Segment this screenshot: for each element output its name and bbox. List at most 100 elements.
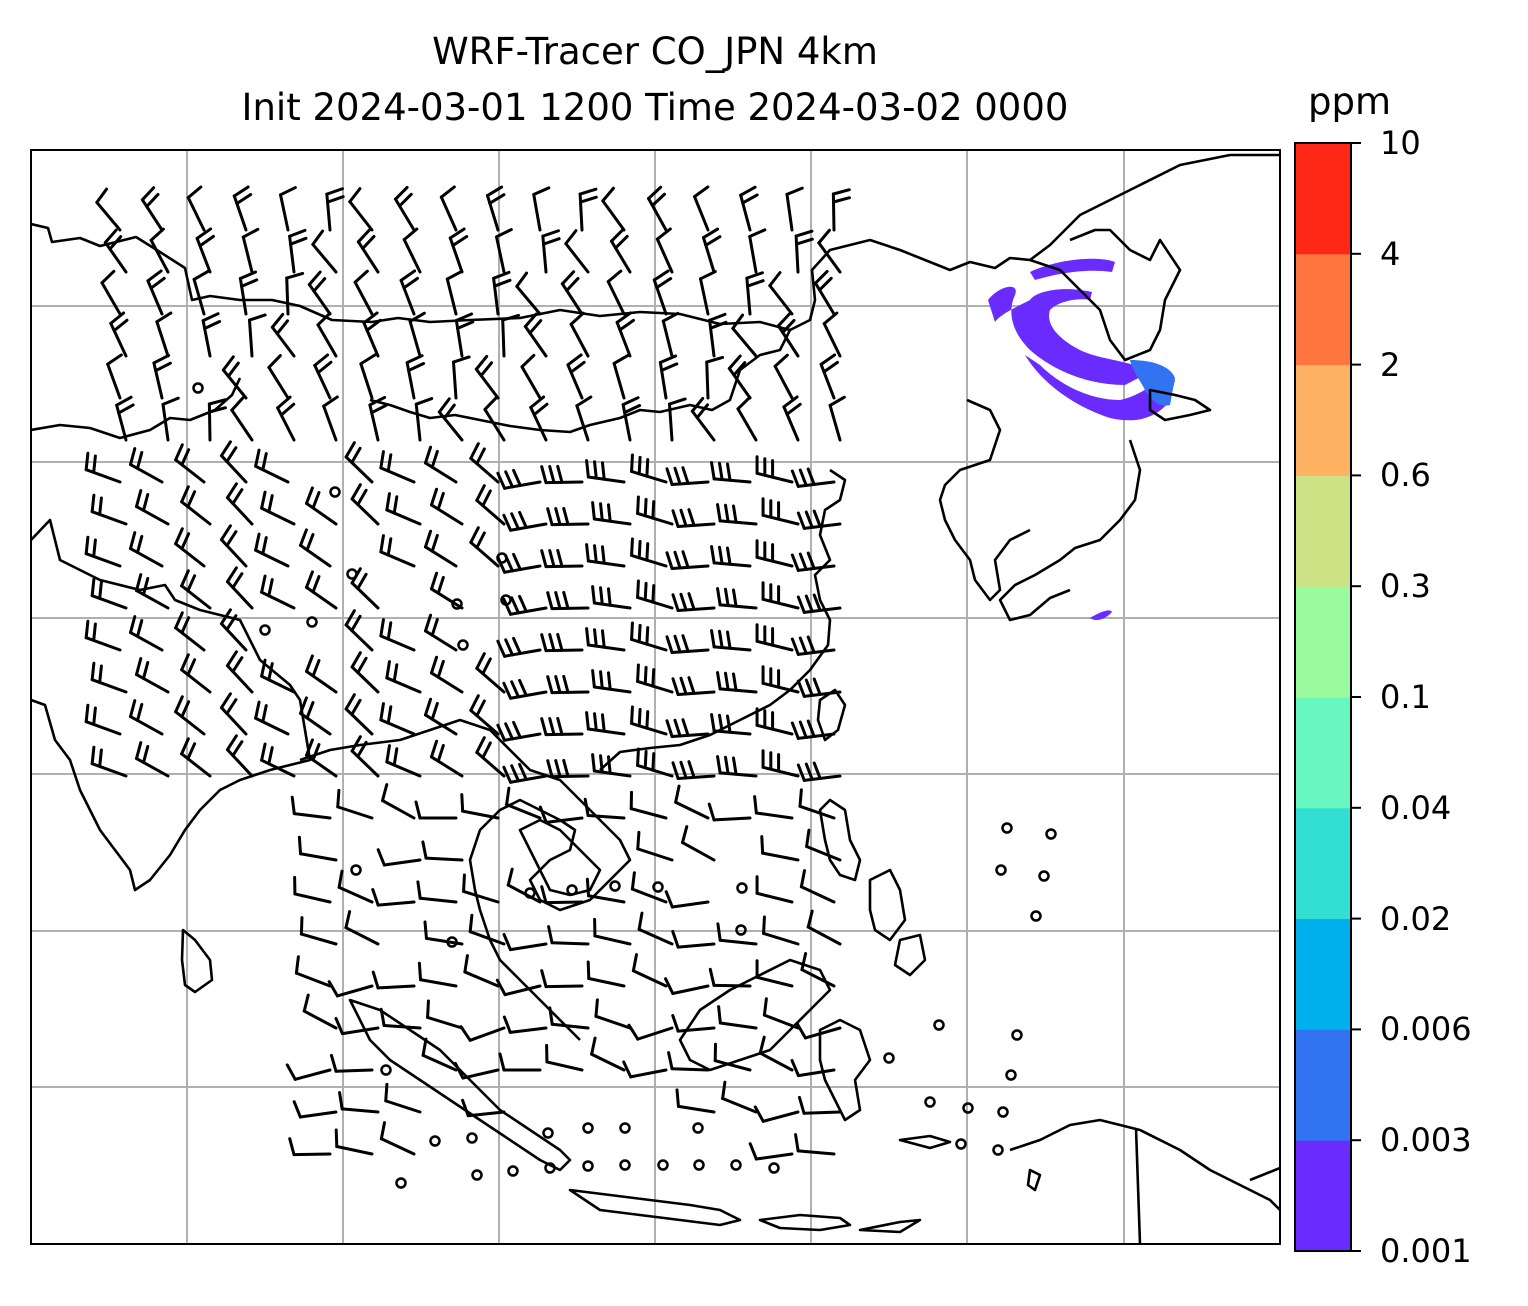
wind-barb (260, 742, 296, 778)
colorbar-segment (1295, 1029, 1351, 1141)
wind-barb (161, 396, 180, 442)
calm-wind-marker (566, 884, 578, 896)
calm-wind-marker (730, 1159, 742, 1171)
wind-barb (279, 186, 297, 232)
wind-barb (338, 1091, 380, 1114)
colorbar-tick-label: 10 (1380, 124, 1421, 162)
wind-barb (95, 187, 122, 232)
calm-wind-marker (1011, 1029, 1023, 1041)
calm-wind-marker (924, 1096, 936, 1108)
wind-barb (90, 577, 128, 610)
coastlines (31, 153, 1280, 1244)
wind-barb (564, 229, 590, 274)
wind-barb (636, 579, 674, 610)
wind-barb (671, 676, 716, 697)
calm-wind-marker (1030, 910, 1042, 922)
wind-barb (665, 550, 710, 571)
wind-barb (376, 848, 422, 867)
colorbar-tick-label: 4 (1380, 234, 1401, 273)
wind-barb (492, 270, 512, 316)
calm-wind-marker (1001, 822, 1013, 834)
wind-barb (288, 228, 308, 274)
wind-barb (546, 674, 590, 695)
wind-barb (758, 1035, 794, 1072)
wind-barb (344, 609, 374, 652)
wind-barb (299, 696, 332, 736)
map-subtitle: Init 2024-03-01 1200 Time 2024-03-02 000… (241, 86, 1069, 129)
wind-barb (708, 312, 728, 358)
calm-wind-marker (192, 382, 204, 394)
wind-barb (174, 527, 206, 568)
wind-barb (566, 353, 586, 400)
wind-barb (540, 969, 584, 989)
wind-barb (636, 747, 674, 778)
wind-barb (721, 1080, 758, 1114)
wind-barb (813, 269, 836, 316)
gridlines (31, 150, 1280, 1244)
wind-barb (379, 450, 416, 484)
wind-barb (429, 571, 464, 610)
wind-barb (755, 959, 794, 988)
wind-barb (798, 788, 836, 820)
wind-barb (362, 311, 382, 358)
wind-barb (350, 651, 380, 694)
wind-barb (817, 228, 842, 274)
wind-barb (806, 909, 842, 946)
wind-barb (699, 270, 717, 316)
wind-barb (612, 353, 630, 400)
wind-barb (502, 510, 548, 532)
calm-wind-marker (429, 1135, 441, 1147)
wind-barb (831, 188, 851, 232)
wind-barb (475, 484, 506, 526)
calm-wind-marker (457, 639, 469, 651)
wind-barb (667, 1051, 710, 1072)
wind-barb (174, 443, 206, 484)
wind-barb (768, 271, 794, 316)
wind-barb (773, 353, 794, 400)
wind-barb (748, 1142, 794, 1161)
wind-barb (426, 999, 464, 1030)
wind-barb (219, 608, 248, 652)
wind-barb (745, 271, 765, 316)
wind-barb (546, 758, 590, 779)
wind-barb (329, 1053, 374, 1073)
calm-wind-marker (619, 1159, 631, 1171)
calm-wind-marker (1038, 870, 1050, 882)
wind-barb (674, 784, 710, 820)
wind-barb (547, 925, 590, 946)
wind-barb (260, 658, 296, 694)
wind-barb (785, 186, 804, 232)
wind-barb (586, 960, 626, 988)
wind-barb (429, 487, 464, 526)
wind-barb (180, 569, 212, 610)
wind-barb (429, 739, 464, 778)
wind-barb (174, 611, 206, 652)
wind-barb (469, 694, 500, 736)
wind-barb (506, 867, 542, 904)
wind-barb (790, 1058, 836, 1078)
wind-barb (371, 888, 416, 907)
wind-barb (232, 185, 253, 232)
wind-barb (241, 227, 260, 274)
calm-wind-marker (451, 598, 463, 610)
wind-barb (671, 508, 716, 529)
wind-barb (385, 660, 422, 694)
wind-barb (135, 573, 170, 610)
wind-barb (384, 1082, 422, 1114)
wind-barb (299, 528, 332, 568)
wind-barb (180, 737, 212, 778)
wind-barb (423, 613, 458, 652)
wind-barb (529, 395, 549, 442)
wind-barb (636, 663, 674, 694)
wind-barb (238, 270, 259, 316)
co-tracer-plume (988, 258, 1175, 620)
wind-barb (819, 353, 839, 400)
colorbar-tick-label: 0.006 (1380, 1010, 1472, 1049)
wind-barb (755, 455, 794, 484)
wind-barb (520, 353, 542, 400)
wind-barb (423, 445, 458, 484)
wind-barb (219, 524, 248, 568)
colorbar-tick-label: 0.02 (1380, 899, 1452, 938)
wind-barb (591, 501, 632, 526)
wind-barb (379, 618, 416, 652)
